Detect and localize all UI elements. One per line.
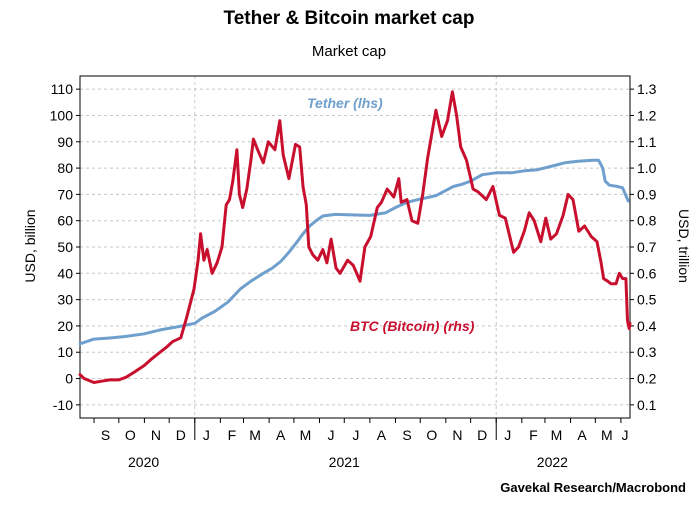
gridlines (80, 76, 630, 418)
y-tick-label-right: 0.4 (637, 318, 657, 334)
x-tick-label-month: N (151, 427, 161, 443)
x-tick-label-month: A (276, 427, 286, 443)
x-tick-label-month: O (426, 427, 437, 443)
y-tick-label-right: 0.1 (637, 397, 657, 413)
x-tick-label-year: 2021 (329, 454, 360, 470)
x-tick-label-month: F (529, 427, 538, 443)
y-tick-label-right: 1.0 (637, 160, 657, 176)
y-tick-label-left: 10 (57, 344, 73, 360)
y-tick-label-left: -10 (53, 397, 73, 413)
y-tick-label-right: 0.3 (637, 344, 657, 360)
x-tick-label-month: J (328, 427, 335, 443)
y-axis-label-left: USD, billion (22, 209, 38, 282)
y-tick-label-right: 1.2 (637, 107, 657, 123)
x-tick-label-month: D (477, 427, 487, 443)
x-tick-label-month: J (504, 427, 511, 443)
y-tick-label-left: 70 (57, 186, 73, 202)
y-tick-label-right: 0.7 (637, 239, 657, 255)
x-tick-label-month: S (402, 427, 411, 443)
plot-frame (79, 75, 631, 419)
x-tick-label-year: 2022 (537, 454, 568, 470)
y-tick-label-right: 1.3 (637, 81, 657, 97)
y-axis-label-right: USD, trillion (676, 209, 692, 283)
axis-ticks: -10 0 10 20 30 40 50 60 70 80 90 100 110 0.1 0.2 0.3 0.4… (50, 81, 657, 470)
y-tick-label-left: 60 (57, 213, 73, 229)
x-tick-label-month: F (228, 427, 237, 443)
y-tick-label-left: 30 (57, 292, 73, 308)
y-tick-label-left: 40 (57, 265, 73, 281)
x-tick-label-month: M (249, 427, 261, 443)
x-tick-label-month: D (176, 427, 186, 443)
x-tick-label-month: O (125, 427, 136, 443)
y-tick-label-right: 0.8 (637, 213, 657, 229)
x-tick-label-month: S (101, 427, 110, 443)
x-tick-label-month: M (601, 427, 613, 443)
series-label-tether: Tether (lhs) (307, 95, 383, 111)
x-tick-label-month: A (577, 427, 587, 443)
y-tick-label-left: 50 (57, 239, 73, 255)
series-line-btc (78, 90, 632, 384)
y-tick-label-right: 0.5 (637, 292, 657, 308)
y-tick-label-right: 0.2 (637, 371, 657, 387)
x-tick-label-month: M (300, 427, 312, 443)
y-tick-label-left: 90 (57, 134, 73, 150)
x-tick-label-month: J (622, 427, 629, 443)
x-tick-label-month: N (452, 427, 462, 443)
y-tick-label-left: 110 (51, 81, 74, 97)
x-tick-label-month: J (352, 427, 359, 443)
y-tick-label-left: 20 (57, 318, 73, 334)
series-lines (78, 90, 632, 384)
y-tick-label-right: 0.6 (637, 265, 657, 281)
y-tick-label-right: 0.9 (637, 186, 657, 202)
series-line-tether (78, 158, 630, 346)
y-tick-label-right: 1.1 (637, 134, 657, 150)
y-tick-label-left: 100 (50, 107, 74, 123)
source-credit: Gavekal Research/Macrobond (500, 480, 686, 495)
series-label-btc: BTC (Bitcoin) (rhs) (350, 318, 475, 334)
x-tick-label-year: 2020 (128, 454, 159, 470)
x-tick-label-month: M (551, 427, 563, 443)
chart-title: Tether & Bitcoin market cap (223, 8, 475, 29)
x-tick-label-month: A (377, 427, 387, 443)
y-tick-label-left: 80 (57, 160, 73, 176)
x-tick-label-month: J (203, 427, 210, 443)
y-tick-label-left: 0 (65, 371, 73, 387)
chart-subtitle: Market cap (311, 43, 387, 60)
